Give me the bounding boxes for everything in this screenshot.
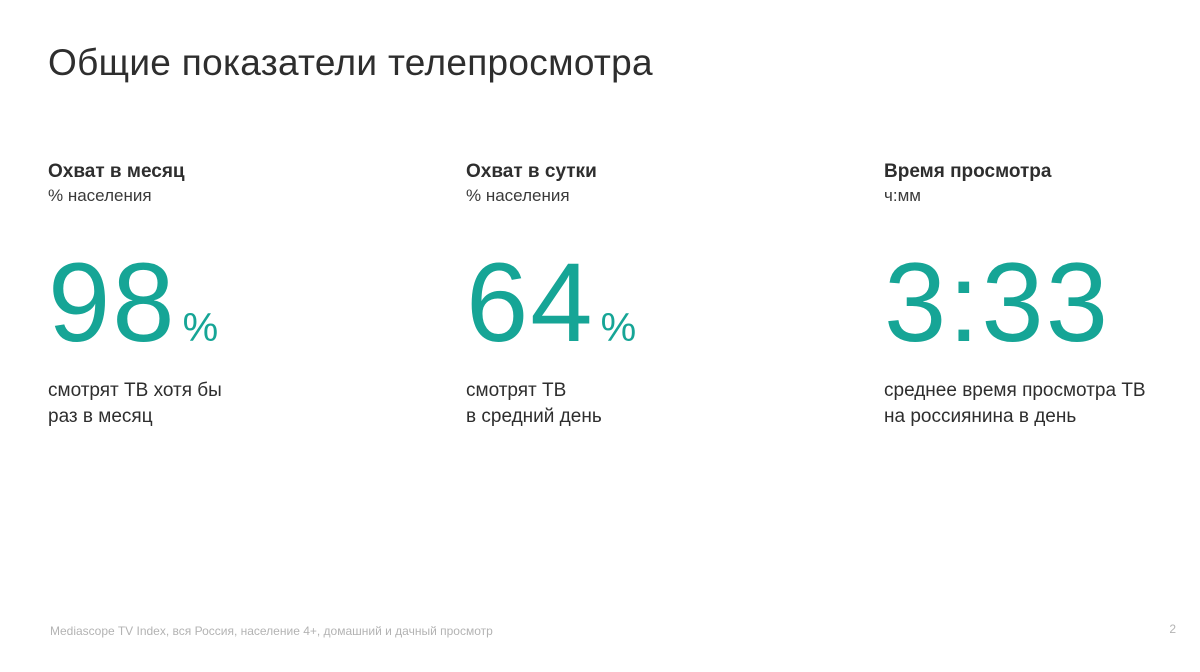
- metric-suffix: %: [600, 306, 637, 350]
- metric-description-line: смотрят ТВ хотя бы: [48, 380, 222, 401]
- metric-description-line: на россиянина в день: [884, 406, 1077, 427]
- metric-description: смотрят ТВ хотя бы раз в месяц: [48, 378, 222, 430]
- metric-value-row: 3:33: [884, 240, 1116, 365]
- metric-unit: % населения: [48, 186, 152, 205]
- metric-unit: ч:мм: [884, 186, 921, 205]
- metric-heading: Охват в сутки: [466, 161, 597, 182]
- metric-value: 98: [48, 240, 177, 365]
- metric-value: 3:33: [884, 240, 1110, 365]
- metric-description-line: среднее время просмотра ТВ: [884, 380, 1146, 401]
- metric-heading: Охват в месяц: [48, 161, 185, 182]
- metric-daily-reach: Охват в сутки % населения 64% смотрят ТВ…: [466, 160, 796, 427]
- page-title: Общие показатели телепросмотра: [48, 42, 653, 83]
- metric-description: смотрят ТВ в средний день: [466, 378, 602, 430]
- footer-source-note: Mediascope TV Index, вся Россия, населен…: [50, 624, 493, 638]
- metric-viewing-time: Время просмотра ч:мм 3:33 среднее время …: [884, 160, 1184, 427]
- metric-description: среднее время просмотра ТВ на россиянина…: [884, 378, 1146, 430]
- metric-description-line: смотрят ТВ: [466, 380, 567, 401]
- metric-value-row: 98%: [48, 240, 219, 365]
- metric-value: 64: [466, 240, 595, 365]
- page-number: 2: [1169, 622, 1176, 636]
- metric-value-row: 64%: [466, 240, 637, 365]
- metric-monthly-reach: Охват в месяц % населения 98% смотрят ТВ…: [48, 160, 378, 427]
- metric-heading: Время просмотра: [884, 161, 1052, 182]
- metric-unit: % населения: [466, 186, 570, 205]
- metric-description-line: в средний день: [466, 406, 602, 427]
- metric-description-line: раз в месяц: [48, 406, 153, 427]
- metric-suffix: %: [182, 306, 219, 350]
